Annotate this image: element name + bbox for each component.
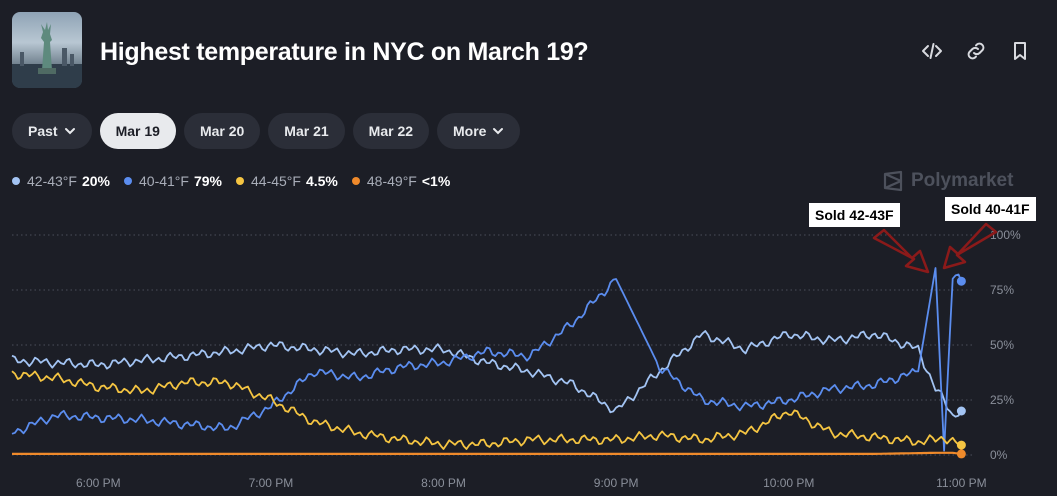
legend-dot [351, 177, 360, 185]
series-endpoint-dot [956, 449, 966, 459]
series-line-44-45 [11, 370, 962, 450]
series-endpoint-dot [956, 406, 966, 416]
y-tick-label: 50% [990, 338, 1014, 352]
legend-name: 48-49°F [366, 173, 417, 189]
legend-value: <1% [421, 173, 451, 189]
series-line-42-43 [11, 330, 963, 418]
series-line-48-49 [12, 451, 962, 455]
tab-mar-22[interactable]: Mar 22 [352, 113, 430, 149]
x-tick-label: 6:00 PM [76, 476, 121, 490]
watermark-text: Polymarket [911, 170, 1014, 191]
page-title: Highest temperature in NYC on March 19? [100, 38, 589, 66]
legend-item-44-45: 44-45°F 4.5% [236, 173, 338, 189]
tab-more[interactable]: More [437, 113, 521, 149]
bookmark-icon[interactable] [1009, 40, 1031, 62]
tab-label: Mar 20 [199, 123, 245, 139]
date-tabs: Past Mar 19 Mar 20 Mar 21 Mar 22 More [12, 113, 521, 149]
market-header: Highest temperature in NYC on March 19? [12, 12, 1045, 88]
y-tick-label: 75% [990, 283, 1014, 297]
tab-label: More [453, 123, 487, 139]
annotation-arrow-right [942, 222, 998, 270]
annotation-arrow-left [872, 228, 930, 274]
chevron-down-icon [493, 128, 504, 135]
polymarket-watermark: Polymarket [882, 170, 1013, 192]
tab-label: Mar 21 [284, 123, 329, 139]
x-tick-label: 7:00 PM [249, 476, 294, 490]
tab-label: Past [28, 123, 58, 139]
legend-value: 79% [193, 173, 222, 189]
annotation-sold-42-43: Sold 42-43F [809, 203, 900, 227]
series-endpoint-dot [956, 440, 966, 450]
legend-item-48-49: 48-49°F <1% [351, 173, 451, 189]
tab-label: Mar 19 [115, 123, 160, 139]
market-thumbnail [12, 12, 82, 88]
legend-dot [236, 177, 244, 185]
legend-name: 40-41°F [139, 173, 189, 189]
y-tick-label: 100% [990, 228, 1021, 242]
annotation-sold-40-41: Sold 40-41F [945, 197, 1036, 221]
chevron-down-icon [64, 128, 75, 135]
legend-value: 4.5% [305, 173, 338, 189]
x-tick-label: 10:00 PM [763, 476, 814, 490]
legend-name: 42-43°F [27, 173, 77, 189]
tab-mar-21[interactable]: Mar 21 [268, 113, 345, 149]
legend-dot [124, 177, 132, 185]
legend-item-42-43: 42-43°F 20% [12, 173, 110, 189]
chart-legend: 42-43°F 20% 40-41°F 79% 44-45°F 4.5% 48-… [12, 173, 450, 189]
code-embed-icon[interactable] [921, 40, 943, 62]
series-line-40-41 [11, 267, 963, 452]
link-icon[interactable] [965, 40, 987, 62]
x-tick-label: 8:00 PM [421, 476, 466, 490]
y-tick-label: 25% [990, 393, 1014, 407]
y-tick-label: 0% [990, 448, 1008, 462]
series-endpoint-dot [956, 276, 966, 286]
x-tick-label: 11:00 PM [936, 476, 986, 490]
legend-item-40-41: 40-41°F 79% [124, 173, 222, 189]
legend-dot [12, 177, 20, 185]
tab-past[interactable]: Past [12, 113, 92, 149]
legend-value: 20% [81, 173, 110, 189]
tab-mar-20[interactable]: Mar 20 [183, 113, 261, 149]
tab-mar-19[interactable]: Mar 19 [99, 113, 176, 149]
legend-name: 44-45°F [251, 173, 301, 189]
tab-label: Mar 22 [368, 123, 414, 139]
x-tick-label: 9:00 PM [594, 476, 639, 490]
polymarket-logo-icon [883, 170, 903, 192]
